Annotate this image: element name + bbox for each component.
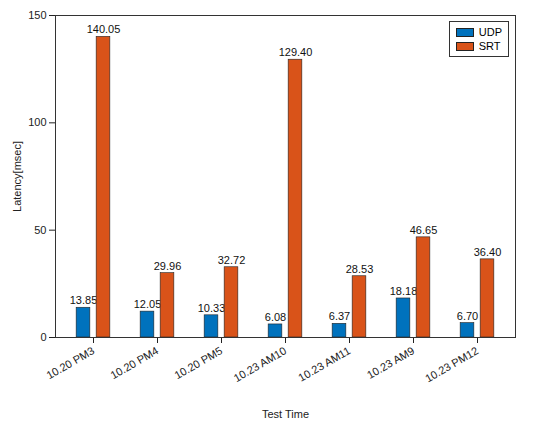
svg-text:10.23 AM9: 10.23 AM9 — [365, 344, 417, 381]
svg-text:50: 50 — [34, 224, 46, 236]
svg-text:129.40: 129.40 — [279, 46, 313, 58]
svg-text:10.20 PM3: 10.20 PM3 — [44, 344, 96, 381]
svg-text:6.70: 6.70 — [457, 310, 478, 322]
svg-text:6.37: 6.37 — [329, 310, 350, 322]
svg-text:10.23 AM11: 10.23 AM11 — [296, 344, 352, 383]
svg-text:13.85: 13.85 — [70, 294, 98, 306]
svg-text:6.08: 6.08 — [265, 311, 286, 323]
svg-text:150: 150 — [28, 9, 46, 21]
svg-text:36.40: 36.40 — [474, 246, 502, 258]
svg-text:29.96: 29.96 — [154, 260, 182, 272]
svg-text:10.33: 10.33 — [198, 302, 226, 314]
html-text:SRT: SRT — [478, 40, 501, 52]
svg-text:10.23 AM10: 10.23 AM10 — [231, 344, 288, 384]
svg-text:Test Time: Test Time — [262, 408, 309, 420]
svg-text:140.05: 140.05 — [87, 23, 121, 35]
svg-text:10.23 PM12: 10.23 PM12 — [423, 344, 480, 384]
html-text:UDP: UDP — [478, 26, 502, 38]
svg-text:12.05: 12.05 — [134, 298, 162, 310]
svg-text:10.20 PM5: 10.20 PM5 — [172, 344, 224, 381]
svg-text:100: 100 — [28, 116, 46, 128]
svg-text:46.65: 46.65 — [410, 224, 438, 236]
svg-text:28.53: 28.53 — [346, 263, 374, 275]
svg-text:0: 0 — [40, 331, 46, 343]
svg-text:Latency[msec]: Latency[msec] — [11, 141, 23, 212]
svg-text:10.20 PM4: 10.20 PM4 — [108, 344, 160, 381]
svg-text:32.72: 32.72 — [218, 254, 246, 266]
svg-text:18.18: 18.18 — [390, 285, 418, 297]
